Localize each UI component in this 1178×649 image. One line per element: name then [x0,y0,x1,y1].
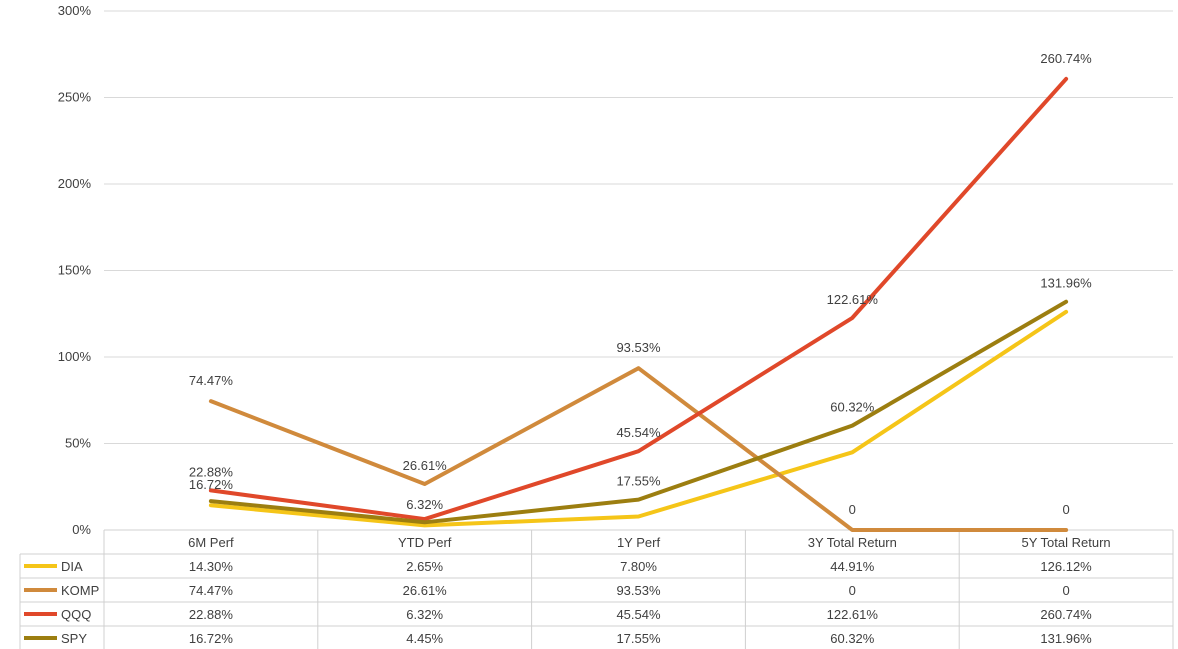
table-cell: 16.72% [189,631,234,646]
category-label: 3Y Total Return [808,535,897,550]
data-label: 131.96% [1040,276,1092,291]
table-cell: 6.32% [406,607,443,622]
data-label: 6.32% [406,497,443,512]
data-label: 22.88% [189,464,234,479]
data-label: 93.53% [616,340,661,355]
table-cell: 45.54% [616,607,661,622]
legend-label: SPY [61,631,87,646]
series-lines [208,76,1069,532]
category-label: YTD Perf [398,535,452,550]
data-label: 74.47% [189,373,234,388]
table-cell: 44.91% [830,559,875,574]
table-cell: 260.74% [1040,607,1092,622]
y-tick-label: 150% [58,263,92,278]
data-label: 122.61% [827,292,879,307]
y-tick-label: 100% [58,349,92,364]
y-tick-label: 250% [58,90,92,105]
table-cell: 14.30% [189,559,234,574]
gridlines [104,10,1173,444]
data-label: 16.72% [189,477,234,492]
data-table: 6M Perf YTD Perf 1Y Perf 3Y Total Return 5Y … [19,529,1174,649]
table-cell: 0 [849,583,856,598]
legend-label: KOMP [61,583,99,598]
y-tick-label: 50% [65,436,91,451]
data-label: 0 [849,502,856,517]
data-label: 26.61% [403,458,448,473]
data-label: 17.55% [616,474,661,489]
data-label: 60.32% [830,400,875,415]
category-label: 6M Perf [188,535,234,550]
table-cell: 60.32% [830,631,875,646]
table-cell: 93.53% [616,583,661,598]
data-label: 260.74% [1040,51,1092,66]
y-tick-label: 200% [58,176,92,191]
table-cell: 0 [1062,583,1069,598]
category-label: 1Y Perf [617,535,661,550]
table-cell: 4.45% [406,631,443,646]
data-label: 0 [1062,502,1069,517]
series-line [208,76,1069,522]
table-cell: 122.61% [827,607,879,622]
table-cell: 126.12% [1040,559,1092,574]
category-label: 5Y Total Return [1022,535,1111,550]
legend-label: QQQ [61,607,91,622]
data-label: 45.54% [616,425,661,440]
table-cell: 131.96% [1040,631,1092,646]
series-line [208,366,1069,532]
legend-label: DIA [61,559,83,574]
table-cell: 26.61% [403,583,448,598]
table-cell: 7.80% [620,559,657,574]
y-tick-label: 300% [58,3,92,18]
y-tick-label: 0% [72,522,91,537]
series-line [208,309,1069,528]
y-axis: 0% 50% 100% 150% 200% 250% 300% [58,3,92,537]
data-labels: 74.47% 26.61% 93.53% 0 0 22.88% 6.32% 45.54% 122… [189,51,1092,517]
series-line [208,299,1069,525]
table-cell: 17.55% [616,631,661,646]
table-cell: 74.47% [189,583,234,598]
table-cell: 2.65% [406,559,443,574]
table-cell: 22.88% [189,607,234,622]
